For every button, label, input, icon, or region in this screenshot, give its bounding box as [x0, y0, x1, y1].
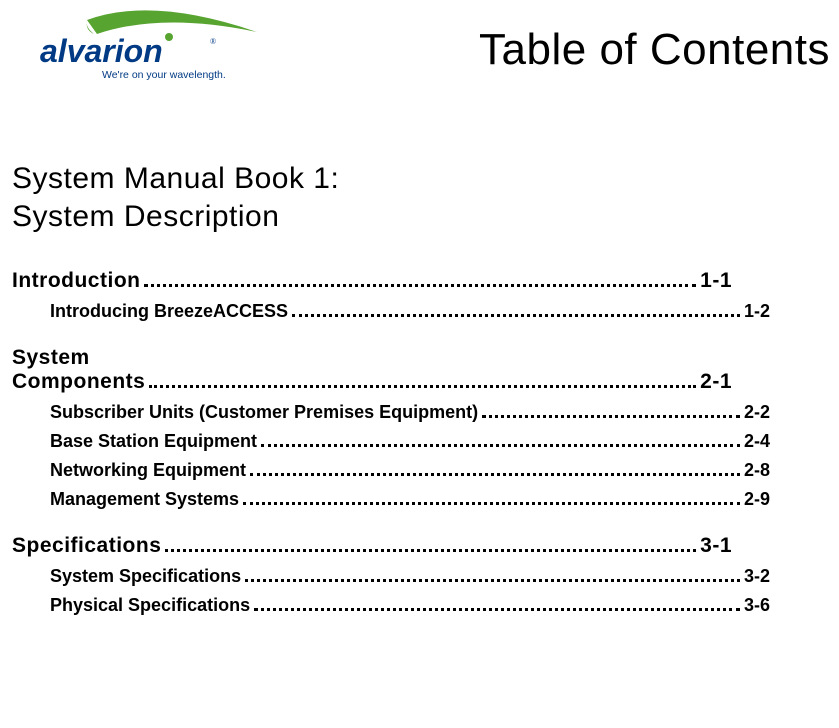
- toc-sub-label: Networking Equipment: [50, 460, 246, 481]
- page-title: Table of Contents: [272, 25, 832, 75]
- toc-sub-label: Base Station Equipment: [50, 431, 257, 452]
- toc-chapter: Specifications 3-1: [12, 534, 732, 558]
- toc-sub-page: 3-2: [742, 566, 770, 587]
- svg-text:®: ®: [210, 37, 216, 46]
- toc-leader-dots: [149, 385, 696, 388]
- toc-chapter-label: System: [12, 346, 732, 370]
- section-heading-line2: System Description: [12, 198, 832, 236]
- toc-sub: Management Systems 2-9: [50, 489, 770, 510]
- logo-tagline: We're on your wavelength.: [102, 69, 226, 81]
- toc-sub-page: 2-9: [742, 489, 770, 510]
- toc-sub: Base Station Equipment 2-4: [50, 431, 770, 452]
- toc-chapter-page: 2-1: [698, 370, 732, 394]
- toc-chapter-page: 1-1: [698, 269, 732, 293]
- section-heading: System Manual Book 1: System Description: [12, 160, 832, 235]
- toc-leader-dots: [245, 579, 740, 582]
- table-of-contents: Introduction 1-1 Introducing BreezeACCES…: [12, 269, 832, 616]
- toc-leader-dots: [261, 444, 740, 447]
- toc-leader-dots: [144, 284, 696, 287]
- toc-leader-dots: [243, 502, 740, 505]
- logo-text: alvarion: [40, 33, 163, 69]
- toc-sub: Introducing BreezeACCESS 1-2: [50, 301, 770, 322]
- toc-sub-label: System Specifications: [50, 566, 241, 587]
- toc-sub-label: Management Systems: [50, 489, 239, 510]
- toc-chapter-label: Components: [12, 370, 145, 394]
- toc-sub-page: 1-2: [742, 301, 770, 322]
- toc-sub-page: 2-4: [742, 431, 770, 452]
- company-logo: alvarion We're on your wavelength. ®: [12, 10, 272, 90]
- toc-chapter-page: 3-1: [698, 534, 732, 558]
- toc-leader-dots: [165, 549, 696, 552]
- toc-sub: System Specifications 3-2: [50, 566, 770, 587]
- toc-chapter-label: Introduction: [12, 269, 140, 293]
- toc-sub: Subscriber Units (Customer Premises Equi…: [50, 402, 770, 423]
- toc-sub-page: 3-6: [742, 595, 770, 616]
- toc-chapter: Introduction 1-1: [12, 269, 732, 293]
- header: alvarion We're on your wavelength. ® Tab…: [12, 10, 832, 90]
- toc-sub: Physical Specifications 3-6: [50, 595, 770, 616]
- section-heading-line1: System Manual Book 1:: [12, 160, 832, 198]
- toc-sub-label: Introducing BreezeACCESS: [50, 301, 288, 322]
- toc-chapter: System Components 2-1: [12, 346, 732, 394]
- toc-sub: Networking Equipment 2-8: [50, 460, 770, 481]
- toc-leader-dots: [292, 314, 740, 317]
- toc-leader-dots: [250, 473, 740, 476]
- toc-sub-page: 2-8: [742, 460, 770, 481]
- toc-sub-label: Subscriber Units (Customer Premises Equi…: [50, 402, 478, 423]
- toc-leader-dots: [482, 415, 740, 418]
- toc-leader-dots: [254, 608, 740, 611]
- toc-sub-label: Physical Specifications: [50, 595, 250, 616]
- toc-sub-page: 2-2: [742, 402, 770, 423]
- toc-chapter-label: Specifications: [12, 534, 161, 558]
